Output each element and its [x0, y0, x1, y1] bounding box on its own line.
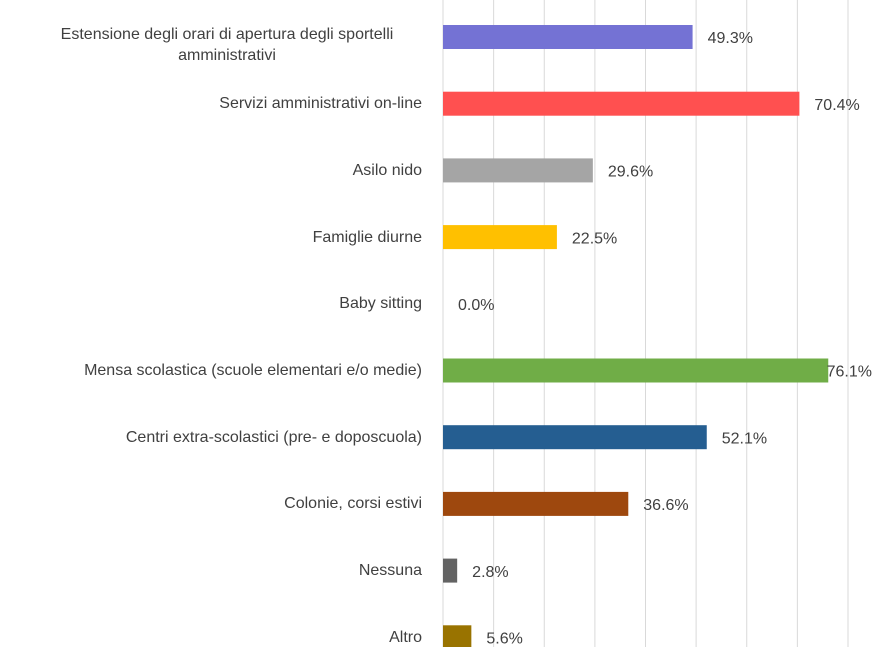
- value-label: 70.4%: [814, 97, 859, 114]
- category-label: Nessuna: [358, 562, 422, 580]
- bar: [443, 225, 557, 250]
- category-label: Altro: [389, 628, 422, 646]
- bar: [443, 625, 472, 647]
- bar: [443, 91, 800, 116]
- category-label: Baby sitting: [339, 295, 422, 313]
- value-label: 52.1%: [722, 430, 767, 447]
- bar: [443, 25, 693, 49]
- bar: [443, 558, 458, 583]
- value-label: 0.0%: [458, 297, 494, 314]
- value-label: 36.6%: [643, 497, 688, 514]
- category-label: Servizi amministrativi on-line: [219, 95, 422, 113]
- value-label: 5.6%: [486, 631, 522, 647]
- category-label: Colonie, corsi estivi: [284, 495, 422, 513]
- bar: [443, 491, 629, 516]
- category-label: Famiglie diurne: [312, 228, 422, 246]
- value-label: 76.1%: [827, 364, 872, 381]
- bar: [443, 158, 593, 183]
- category-label: Centri extra-scolastici (pre- e doposcuo…: [125, 428, 422, 446]
- bar: [443, 358, 829, 383]
- category-label: Asilo nido: [352, 161, 422, 179]
- value-label: 2.8%: [472, 564, 508, 581]
- value-label: 22.5%: [572, 230, 617, 247]
- category-label: Estensione degli orari di apertura degli…: [60, 26, 394, 64]
- bar: [443, 425, 707, 450]
- value-label: 29.6%: [608, 164, 653, 181]
- category-label: Mensa scolastica (scuole elementari e/o …: [84, 362, 422, 379]
- value-label: 49.3%: [708, 30, 753, 47]
